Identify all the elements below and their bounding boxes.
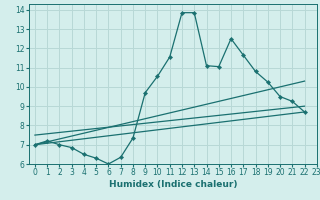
X-axis label: Humidex (Indice chaleur): Humidex (Indice chaleur) [108, 180, 237, 189]
